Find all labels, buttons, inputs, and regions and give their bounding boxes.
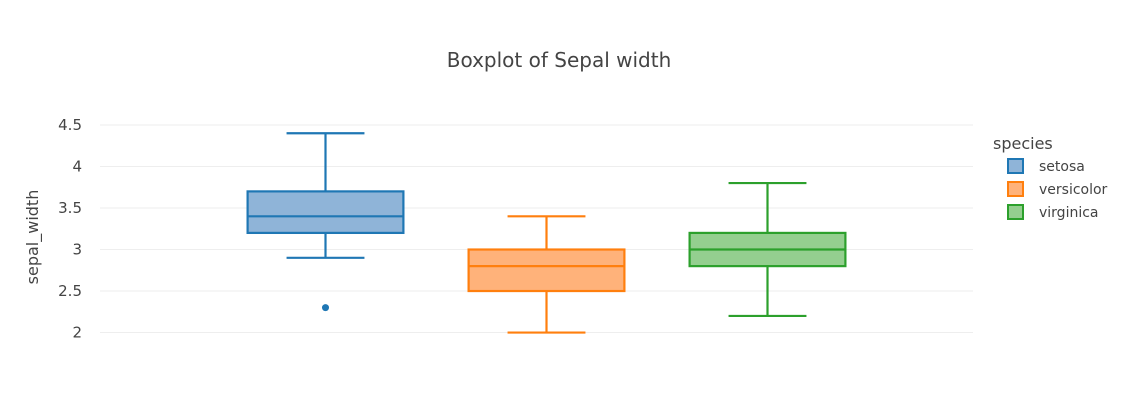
legend-item-virginica: virginica — [1007, 204, 1099, 221]
y-tick-label: 4.5 — [58, 116, 82, 134]
box-virginica — [688, 181, 847, 318]
chart-title: Boxplot of Sepal width — [447, 48, 672, 72]
y-tick-label: 2 — [72, 324, 82, 342]
y-axis-ticks: 2 2.5 3 3.5 4 4.5 — [58, 116, 82, 342]
legend-swatch — [1007, 158, 1024, 174]
y-tick-label: 2.5 — [58, 282, 82, 300]
legend-label: virginica — [1039, 205, 1099, 221]
y-axis-label: sepal_width — [23, 190, 43, 285]
legend-item-setosa: setosa — [1007, 158, 1085, 175]
y-tick-label: 3 — [72, 241, 82, 259]
legend-title: species — [993, 134, 1053, 153]
outlier-point — [322, 304, 329, 312]
legend-item-versicolor: versicolor — [1007, 181, 1108, 198]
gridlines — [100, 124, 973, 334]
legend: species setosa versicolor virginica — [993, 134, 1108, 221]
iqr-box — [467, 248, 626, 293]
box-setosa — [246, 132, 405, 312]
iqr-box — [246, 190, 405, 235]
legend-swatch — [1007, 204, 1024, 220]
box-versicolor — [467, 215, 626, 334]
y-tick-label: 3.5 — [58, 199, 82, 217]
legend-label: setosa — [1039, 159, 1085, 175]
y-tick-label: 4 — [72, 157, 82, 175]
legend-label: versicolor — [1039, 182, 1108, 198]
legend-swatch — [1007, 181, 1024, 197]
box-series — [246, 132, 847, 334]
